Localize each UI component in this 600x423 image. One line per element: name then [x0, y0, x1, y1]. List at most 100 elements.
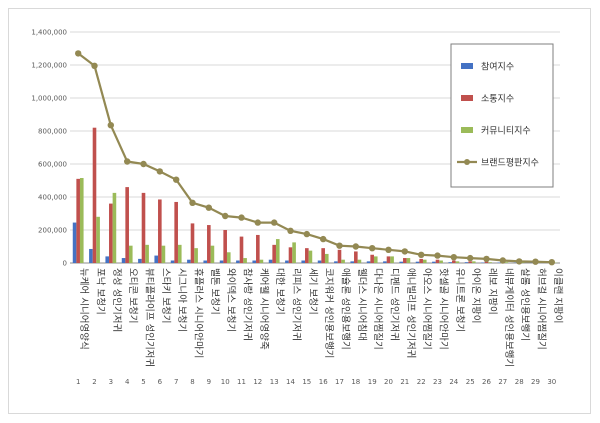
category-label: 시그니아 보청기 [176, 268, 187, 332]
bar [285, 260, 289, 263]
category-label: 리피스 성인기저귀 [291, 268, 302, 341]
brand-index-line [75, 50, 555, 266]
y-tick-label: 1,200,000 [31, 62, 67, 70]
bar [145, 244, 149, 263]
bar [243, 258, 247, 263]
category-number: 14 [286, 378, 295, 386]
bar [497, 262, 502, 263]
line-point [303, 230, 310, 238]
line-point [189, 199, 196, 206]
legend-label: 소통지수 [481, 94, 514, 105]
category-label: 케어웰 시니어영양죽 [258, 268, 269, 350]
category-number: 9 [207, 378, 211, 386]
bar [154, 255, 159, 263]
category-number: 26 [482, 378, 491, 386]
category-number: 16 [319, 378, 328, 386]
bar [439, 260, 443, 263]
bar [390, 256, 394, 263]
category-number: 15 [302, 378, 311, 386]
category-label: 유니트론 보청기 [454, 268, 465, 332]
legend-swatch [461, 127, 473, 133]
bar [432, 261, 436, 263]
bar [76, 178, 80, 263]
category-number: 10 [221, 378, 230, 386]
bar [464, 262, 469, 263]
bar [252, 260, 257, 263]
line-point [75, 50, 82, 57]
category-label: 정성 성인기저귀 [111, 268, 122, 332]
category-number: 24 [449, 378, 458, 386]
bar [484, 261, 489, 263]
bar [125, 187, 129, 263]
y-tick-label: 1,400,000 [31, 29, 67, 37]
bar [448, 262, 453, 263]
line-point [205, 204, 212, 211]
bar [121, 258, 126, 263]
bar [236, 260, 240, 263]
bar [504, 262, 509, 263]
category-label: 벨톤 보청기 [209, 268, 220, 315]
line-point [287, 227, 294, 234]
bar [471, 261, 476, 263]
category-number: 1 [76, 378, 80, 386]
bar [158, 199, 162, 263]
legend-swatch [461, 63, 473, 69]
bar [256, 234, 260, 263]
category-label: 휴플러스 시니어안마기 [193, 268, 204, 358]
bar [259, 259, 264, 263]
bar [488, 262, 492, 263]
category-label: 이클랜 지팡이 [552, 268, 563, 323]
bar [219, 260, 224, 263]
bar [275, 239, 280, 263]
line-point [450, 254, 457, 261]
bar [403, 258, 407, 263]
bar [406, 258, 411, 263]
category-label: 아이온 지팡이 [470, 268, 481, 323]
legend-label: 참여지수 [481, 61, 514, 73]
legend-marker [464, 159, 470, 165]
legend-label: 커뮤니티지수 [481, 126, 531, 137]
bar [194, 248, 198, 263]
legend-swatch [461, 95, 473, 101]
category-number: 8 [190, 378, 194, 386]
bar [317, 260, 322, 263]
bar [112, 192, 117, 264]
bar [452, 260, 456, 263]
category-number: 17 [335, 378, 344, 386]
category-label: 다나은 시니어찜질기 [372, 268, 384, 350]
line-point [238, 214, 245, 221]
category-label: 허브걸 시니어찜질기 [536, 268, 548, 350]
category-number: 18 [351, 378, 360, 386]
bar [308, 250, 313, 264]
bar [419, 258, 423, 264]
bar [96, 216, 100, 263]
bar [170, 260, 175, 263]
y-tick-label: 1,000,000 [31, 95, 67, 103]
bar [337, 249, 342, 263]
category-number: 20 [384, 378, 393, 386]
bar [455, 261, 460, 263]
category-label: 뷰티플라이프 성인기저귀 [144, 268, 155, 367]
category-number: 6 [158, 378, 163, 386]
category-number: 3 [109, 378, 113, 386]
line-point [467, 254, 474, 262]
line-point [254, 219, 261, 226]
bar [89, 248, 93, 263]
category-number: 25 [466, 378, 475, 386]
category-label: 네뷰게이터 성인용보행기 [503, 268, 515, 367]
bar [161, 245, 166, 263]
category-number: 13 [270, 378, 279, 386]
line-point [499, 257, 506, 264]
line-point [483, 255, 490, 263]
bar [138, 258, 142, 264]
category-number: 21 [400, 378, 409, 386]
bar [272, 244, 276, 263]
bar [399, 261, 404, 263]
bar [481, 262, 485, 263]
line-point [320, 235, 327, 243]
bar [415, 261, 420, 263]
line-point [124, 158, 131, 165]
line-point [140, 160, 147, 168]
